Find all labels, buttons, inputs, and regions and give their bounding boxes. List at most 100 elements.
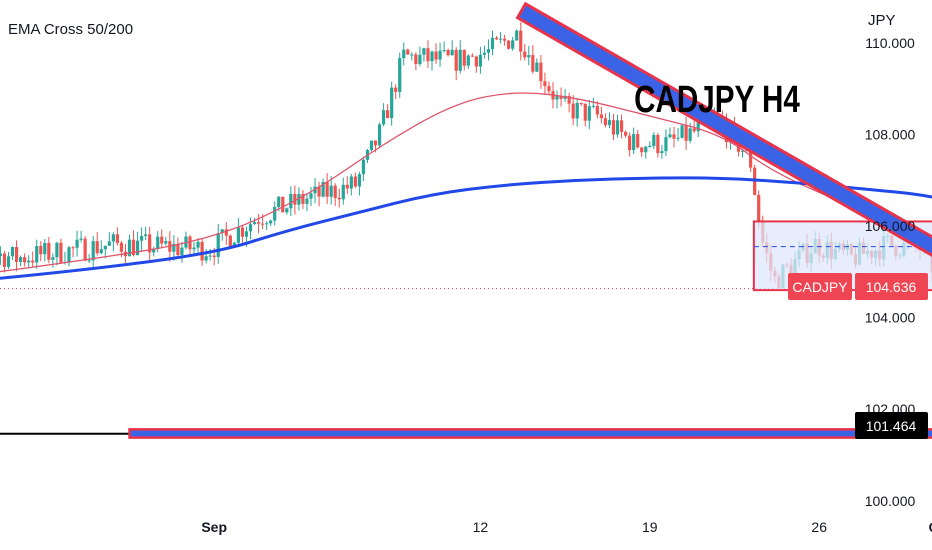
candle xyxy=(83,236,87,262)
candle xyxy=(523,43,527,61)
candle xyxy=(640,146,644,158)
candle-body xyxy=(79,238,83,240)
candle xyxy=(539,54,543,89)
candle-body xyxy=(14,246,19,262)
candle-body xyxy=(430,51,434,62)
candle xyxy=(47,237,51,264)
candle-body xyxy=(297,193,301,205)
candle-body xyxy=(91,241,95,261)
candle-body xyxy=(305,198,309,204)
candle-body xyxy=(390,87,394,119)
candle-body xyxy=(180,247,184,255)
candle-body xyxy=(603,118,608,126)
candle-body xyxy=(422,48,426,55)
candle-body xyxy=(144,234,148,237)
candle xyxy=(652,132,656,150)
candle-body xyxy=(575,103,579,119)
candle-body xyxy=(293,193,297,205)
candle-body xyxy=(39,246,43,255)
candle xyxy=(527,45,531,66)
candle-body xyxy=(628,135,632,151)
candle-body xyxy=(373,140,378,146)
candle xyxy=(619,114,624,139)
candle xyxy=(676,127,680,142)
candle-body xyxy=(71,247,75,249)
candle-body xyxy=(240,227,245,237)
candle xyxy=(422,47,426,62)
candle xyxy=(252,217,257,225)
time-tick-label: 19 xyxy=(642,519,658,535)
candle xyxy=(511,36,515,51)
candle xyxy=(486,39,491,61)
candle-body xyxy=(434,51,438,60)
candle xyxy=(434,43,438,64)
candle-body xyxy=(486,49,491,53)
candle-body xyxy=(87,260,91,262)
candle-body xyxy=(188,236,192,250)
candle xyxy=(220,229,224,241)
candle xyxy=(6,252,11,269)
candle xyxy=(555,90,559,109)
candle-body xyxy=(426,48,430,62)
candle-body xyxy=(458,49,462,71)
time-axis[interactable]: 22Sep121926Oct10 xyxy=(0,519,932,535)
candle xyxy=(478,46,482,74)
candle-body xyxy=(244,231,249,237)
candle xyxy=(281,196,285,213)
candle-body xyxy=(345,184,349,189)
candle-body xyxy=(103,245,107,250)
candle xyxy=(377,122,382,148)
candle xyxy=(430,50,434,71)
candle-body xyxy=(410,54,414,56)
candle-body xyxy=(619,120,624,132)
candle-body xyxy=(559,95,563,99)
candle xyxy=(357,171,361,196)
candle xyxy=(684,116,688,150)
candle xyxy=(10,246,15,260)
candle-body xyxy=(67,247,71,262)
candle xyxy=(361,156,366,182)
candle-body xyxy=(539,62,543,82)
candle-body xyxy=(587,106,591,121)
candle xyxy=(79,230,83,243)
candle-body xyxy=(176,243,180,255)
indicator-label[interactable]: EMA Cross 50/200 xyxy=(8,21,133,38)
candle-body xyxy=(531,55,535,72)
candle-body xyxy=(269,220,273,224)
candle xyxy=(672,126,676,148)
candle xyxy=(349,173,353,196)
candle xyxy=(91,236,95,268)
candle xyxy=(474,55,478,73)
target-zone xyxy=(128,428,932,439)
candle xyxy=(519,22,523,61)
candle-body xyxy=(414,54,418,64)
candle-body xyxy=(172,243,176,252)
candle xyxy=(240,225,245,244)
candle-body xyxy=(10,246,15,257)
candle xyxy=(418,46,422,67)
candle xyxy=(535,58,539,73)
candle xyxy=(503,34,507,46)
candle xyxy=(256,213,261,234)
candle xyxy=(515,29,519,41)
candle-body xyxy=(252,222,257,225)
candle-body xyxy=(131,239,136,256)
candle-body xyxy=(599,114,603,119)
candle xyxy=(353,172,357,189)
symbol-label: CADJPY xyxy=(792,279,848,295)
candle-body xyxy=(498,38,503,40)
candle-body xyxy=(680,125,684,138)
candle-body xyxy=(152,248,156,253)
time-tick-label: 26 xyxy=(811,519,827,535)
candle xyxy=(317,181,321,207)
candle xyxy=(591,97,595,109)
candle-body xyxy=(208,255,212,257)
candle-body xyxy=(35,246,39,263)
candle-body xyxy=(672,134,676,139)
candle xyxy=(579,102,583,107)
price-axis[interactable]: JPY 110.000108.000106.000104.000102.0001… xyxy=(788,12,928,509)
candle-body xyxy=(309,193,313,199)
candle-body xyxy=(511,40,515,49)
candle-body xyxy=(398,58,402,92)
